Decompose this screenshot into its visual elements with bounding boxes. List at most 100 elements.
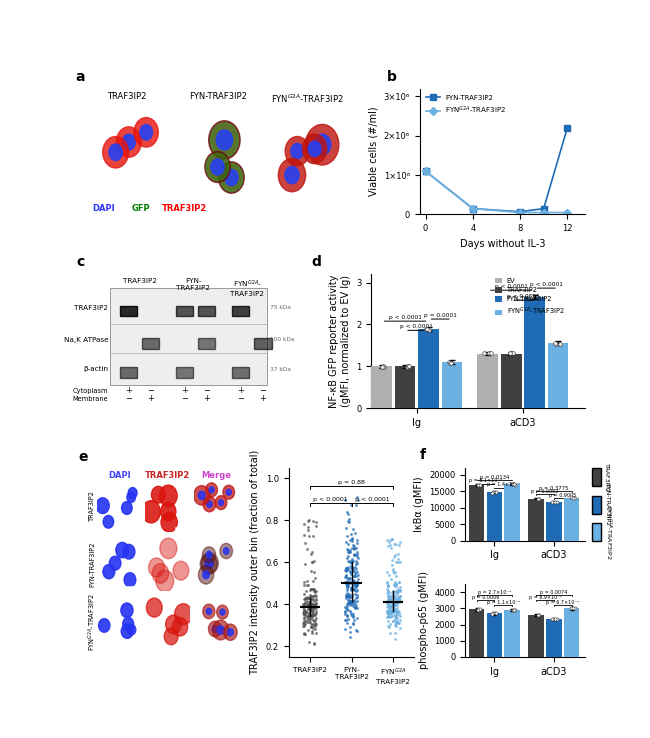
Text: p < 0.0001: p < 0.0001 bbox=[400, 325, 434, 329]
Point bbox=[342, 617, 352, 629]
Point bbox=[387, 565, 398, 577]
Point bbox=[306, 609, 316, 621]
Point bbox=[311, 584, 322, 596]
Point bbox=[348, 614, 359, 626]
Point bbox=[346, 562, 356, 574]
Point bbox=[302, 600, 313, 612]
Point bbox=[340, 606, 350, 618]
FancyBboxPatch shape bbox=[142, 338, 159, 348]
Point bbox=[343, 544, 353, 556]
Point bbox=[305, 590, 315, 601]
Point bbox=[304, 530, 314, 542]
Point bbox=[341, 590, 352, 601]
Point bbox=[343, 613, 353, 624]
Point bbox=[386, 607, 396, 618]
Point bbox=[346, 596, 357, 608]
Point bbox=[341, 593, 351, 604]
Point bbox=[351, 599, 361, 611]
Y-axis label: TRAF3IP2 intensity outer bin (fraction of total): TRAF3IP2 intensity outer bin (fraction o… bbox=[250, 449, 260, 675]
Point bbox=[307, 598, 317, 610]
Text: FYN-TRAF3IP2: FYN-TRAF3IP2 bbox=[604, 483, 609, 526]
Text: FYN$^{G2A}$-
TRAF3IP2: FYN$^{G2A}$- TRAF3IP2 bbox=[230, 278, 265, 297]
Point bbox=[384, 570, 394, 582]
Bar bbox=[371, 366, 392, 408]
Point bbox=[344, 627, 355, 638]
Point bbox=[311, 520, 321, 531]
Text: +: + bbox=[125, 386, 132, 396]
Point bbox=[309, 614, 320, 626]
Point bbox=[300, 615, 310, 627]
Point bbox=[304, 600, 314, 612]
Point bbox=[346, 596, 357, 607]
Point bbox=[299, 576, 309, 588]
Point bbox=[388, 604, 398, 615]
Point bbox=[345, 605, 356, 617]
Point bbox=[344, 516, 355, 528]
FancyBboxPatch shape bbox=[176, 306, 193, 317]
Point bbox=[350, 549, 360, 561]
Point bbox=[567, 492, 578, 503]
Point bbox=[390, 566, 400, 578]
Point bbox=[391, 556, 402, 568]
Point bbox=[299, 599, 309, 610]
Bar bbox=[548, 343, 569, 408]
Point bbox=[382, 596, 392, 607]
Point bbox=[303, 579, 313, 590]
Point bbox=[510, 479, 520, 491]
Point bbox=[388, 585, 398, 597]
Point bbox=[298, 601, 309, 613]
Point bbox=[342, 579, 352, 590]
Text: Na,K ATPase: Na,K ATPase bbox=[64, 337, 108, 343]
Point bbox=[383, 585, 393, 597]
Bar bbox=[528, 499, 544, 540]
Text: p = 6.7×10⁻⁴: p = 6.7×10⁻⁴ bbox=[546, 600, 579, 605]
Point bbox=[488, 486, 498, 498]
Point bbox=[353, 573, 363, 584]
Point bbox=[352, 578, 363, 590]
Point bbox=[382, 577, 393, 589]
Point bbox=[395, 537, 405, 548]
Point bbox=[391, 596, 401, 608]
Text: p = 0.0001: p = 0.0001 bbox=[424, 313, 457, 318]
Point bbox=[302, 611, 312, 623]
Text: +: + bbox=[203, 394, 211, 403]
Point bbox=[308, 604, 318, 616]
Point bbox=[389, 551, 399, 563]
Text: FYN-TRAF3IP2: FYN-TRAF3IP2 bbox=[89, 541, 95, 587]
Point bbox=[352, 576, 362, 588]
Text: FYN-
TRAF3IP2: FYN- TRAF3IP2 bbox=[176, 278, 211, 292]
Point bbox=[340, 601, 350, 613]
Point bbox=[389, 568, 399, 579]
Point bbox=[526, 291, 536, 303]
Point bbox=[344, 573, 355, 584]
Point bbox=[393, 548, 404, 559]
Point bbox=[304, 616, 314, 628]
Point bbox=[306, 590, 316, 602]
Point bbox=[301, 593, 311, 604]
Point bbox=[389, 599, 400, 611]
Point bbox=[395, 596, 405, 608]
Text: e: e bbox=[78, 450, 88, 464]
Point bbox=[341, 599, 352, 610]
Point bbox=[304, 591, 315, 603]
Point bbox=[552, 613, 562, 625]
Point bbox=[382, 605, 392, 617]
Point bbox=[299, 518, 309, 530]
Text: Merge: Merge bbox=[202, 471, 231, 480]
Point bbox=[390, 593, 400, 604]
Point bbox=[392, 595, 402, 607]
Point bbox=[343, 597, 353, 609]
Point bbox=[352, 548, 362, 560]
Point bbox=[346, 535, 357, 547]
Bar bbox=[469, 609, 484, 657]
Point bbox=[382, 597, 393, 609]
Point bbox=[310, 619, 320, 631]
FYN-TRAF3IP2 bbox=[422, 167, 430, 176]
Point bbox=[390, 597, 400, 609]
Point bbox=[392, 595, 402, 607]
Text: p = 8.1×10⁻⁴: p = 8.1×10⁻⁴ bbox=[469, 478, 502, 483]
Point bbox=[303, 603, 313, 615]
Point bbox=[303, 610, 313, 622]
Point bbox=[384, 607, 394, 619]
Point bbox=[393, 617, 403, 629]
